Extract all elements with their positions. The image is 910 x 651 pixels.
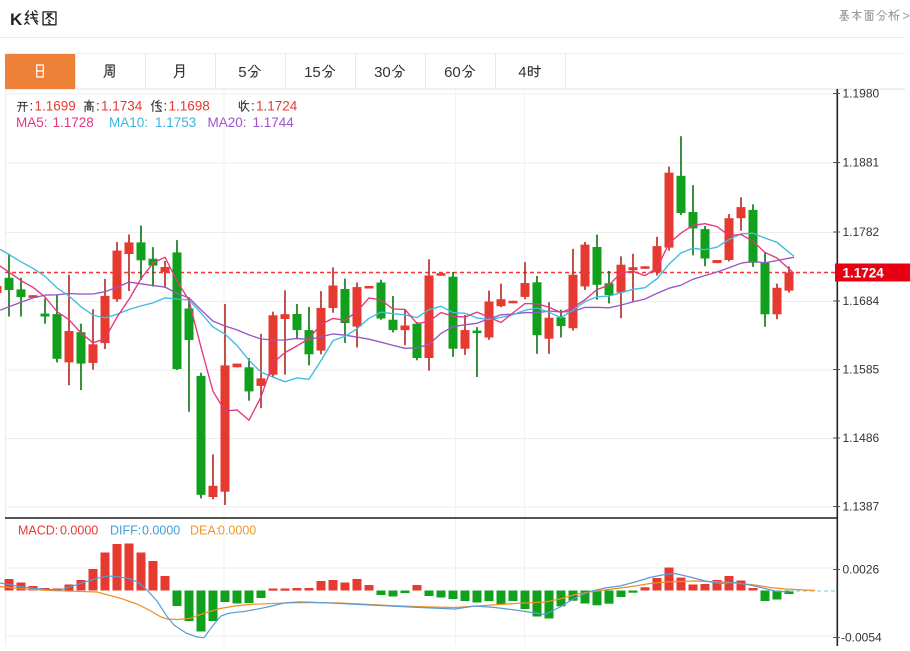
svg-text:1.1585: 1.1585 — [843, 363, 880, 377]
svg-text:1.1728: 1.1728 — [53, 115, 94, 130]
svg-text:1.1684: 1.1684 — [843, 294, 880, 308]
svg-text:DIFF:: DIFF: — [110, 524, 141, 538]
svg-text::: : — [30, 98, 34, 113]
svg-text:0.0000: 0.0000 — [142, 524, 180, 538]
svg-text:>: > — [903, 9, 910, 23]
svg-text::: : — [251, 98, 255, 113]
svg-text:0.0000: 0.0000 — [60, 524, 98, 538]
svg-text:1.1387: 1.1387 — [843, 500, 880, 514]
svg-text:30: 30 — [374, 64, 391, 81]
svg-text:0.0026: 0.0026 — [843, 563, 880, 577]
svg-text:MA20:: MA20: — [208, 115, 247, 130]
svg-text:MACD:: MACD: — [18, 524, 58, 538]
svg-text:1.1734: 1.1734 — [101, 98, 143, 113]
svg-text::: : — [96, 98, 100, 113]
svg-text:MA5:: MA5: — [16, 115, 48, 130]
svg-text:1.1698: 1.1698 — [169, 98, 210, 113]
svg-text:K: K — [10, 10, 23, 29]
svg-text:1.1724: 1.1724 — [256, 98, 298, 113]
svg-text:15: 15 — [304, 64, 321, 81]
svg-text:1.1486: 1.1486 — [843, 431, 880, 445]
svg-text:-0.0054: -0.0054 — [841, 631, 882, 645]
svg-text:1.1724: 1.1724 — [843, 266, 885, 281]
svg-text:5: 5 — [238, 64, 246, 81]
svg-text:MA10:: MA10: — [109, 115, 148, 130]
svg-text:0.0000: 0.0000 — [218, 524, 256, 538]
svg-text:1.1782: 1.1782 — [843, 225, 880, 239]
svg-text:1.1881: 1.1881 — [843, 156, 880, 170]
svg-text:1.1980: 1.1980 — [843, 87, 880, 101]
svg-text:1.1699: 1.1699 — [35, 98, 76, 113]
svg-text:1.1744: 1.1744 — [253, 115, 295, 130]
svg-text:60: 60 — [444, 64, 461, 81]
svg-text:1.1753: 1.1753 — [155, 115, 196, 130]
svg-text:4: 4 — [518, 64, 526, 81]
svg-text:DEA:: DEA: — [190, 524, 219, 538]
svg-text::: : — [164, 98, 168, 113]
